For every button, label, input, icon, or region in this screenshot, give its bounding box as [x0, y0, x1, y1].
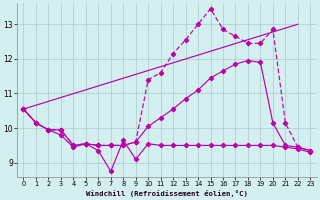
X-axis label: Windchill (Refroidissement éolien,°C): Windchill (Refroidissement éolien,°C): [86, 190, 248, 197]
